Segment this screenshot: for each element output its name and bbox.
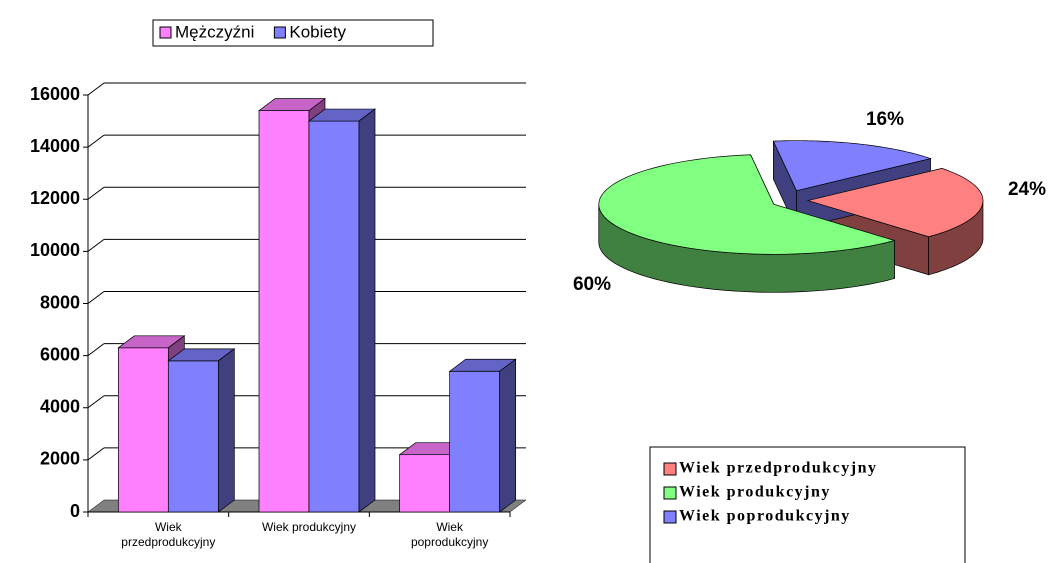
- bar-side: [499, 358, 517, 513]
- slice: [598, 154, 896, 255]
- legend-label: Kobiety: [289, 22, 346, 41]
- y-tick-label: 6000: [40, 344, 80, 364]
- bar: [258, 110, 310, 513]
- x-tick-label: Wiek produkcyjny: [261, 520, 357, 534]
- legend-swatch: [663, 462, 677, 476]
- grid-line: [87, 134, 105, 148]
- legend-label: Wiek produkcyjny: [679, 484, 831, 501]
- grid-line: [87, 82, 105, 96]
- legend-box: [152, 19, 434, 47]
- bar: [399, 454, 451, 513]
- legend-label: Wiek przedprodukcyjny: [679, 460, 878, 477]
- bar: [117, 347, 169, 513]
- y-tick-label: 2000: [40, 449, 80, 469]
- y-tick-label: 12000: [30, 188, 80, 208]
- y-tick-label: 4000: [40, 397, 80, 417]
- x-tick-label: Wiek poprodukcyjny: [410, 520, 489, 549]
- grid-line: [87, 447, 105, 461]
- y-tick-label: 8000: [40, 292, 80, 312]
- slice: [772, 140, 932, 192]
- bar: [167, 360, 219, 513]
- x-tick-label: Wiek przedprodukcyjny: [121, 520, 216, 549]
- legend-box: [649, 446, 966, 563]
- y-tick-label: 14000: [30, 136, 80, 156]
- bar-side: [358, 108, 376, 513]
- bar: [308, 120, 360, 513]
- data-label: 60%: [573, 274, 611, 295]
- grid-line: [87, 238, 105, 252]
- grid-line: [87, 395, 105, 409]
- y-tick-label: 16000: [30, 84, 80, 104]
- y-tick-label: 0: [70, 501, 80, 521]
- grid-line: [87, 291, 105, 304]
- grid-line: [87, 343, 105, 357]
- legend-swatch: [273, 26, 286, 39]
- legend-swatch: [663, 486, 677, 500]
- data-label: 24%: [1008, 179, 1046, 200]
- legend-label: Mężczyźni: [175, 22, 254, 41]
- slice: [806, 168, 984, 238]
- legend-swatch: [663, 510, 677, 524]
- grid-line: [87, 186, 105, 200]
- data-label: 16%: [866, 109, 904, 130]
- legend-label: Wiek poprodukcyjny: [679, 508, 851, 525]
- y-tick-label: 10000: [30, 240, 80, 260]
- legend-swatch: [159, 26, 172, 39]
- bar-side: [217, 348, 235, 513]
- bar: [449, 370, 501, 513]
